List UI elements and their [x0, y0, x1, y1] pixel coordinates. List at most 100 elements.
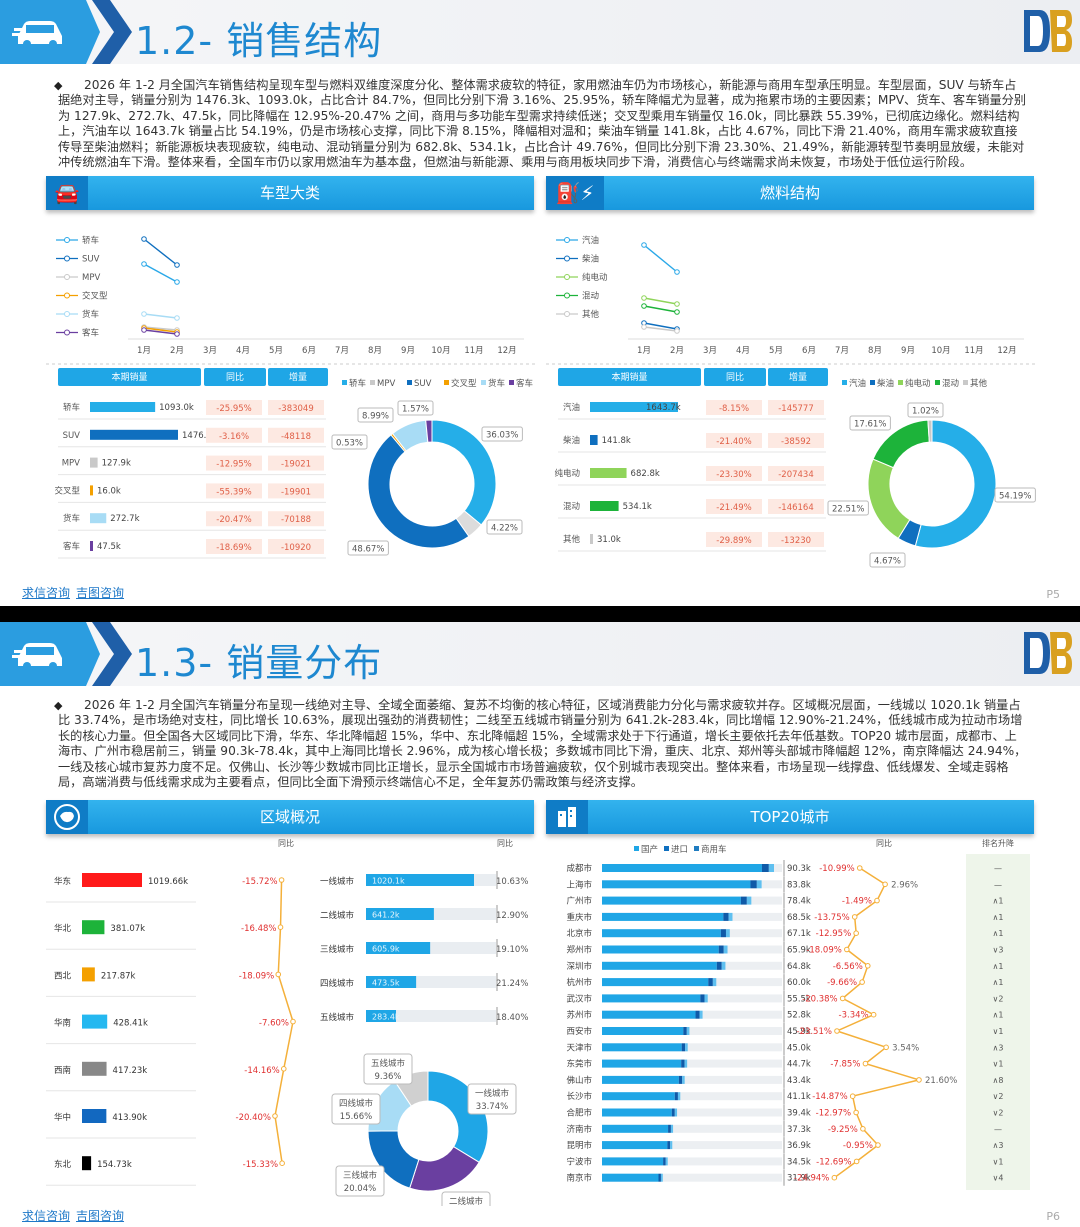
city-yoy-label: -0.95%: [843, 1141, 873, 1151]
yoy-value: -3.16%: [219, 432, 249, 442]
yoy-value: -12.95%: [216, 460, 251, 470]
donut-legend-swatch: [444, 380, 449, 385]
yoy-cell: [206, 455, 262, 471]
increment-value: -19901: [281, 487, 311, 497]
row-label: 客车: [63, 541, 80, 552]
line-legend-label: 其他: [582, 309, 600, 320]
table-header-bg: [204, 368, 266, 386]
yoy-value: -20.47%: [216, 515, 251, 525]
row-label: 柴油: [563, 435, 580, 446]
city-rank-change: ∧1: [993, 962, 1004, 971]
city-bar-commercial: [665, 1157, 668, 1166]
month-tick-label: 9月: [401, 346, 415, 356]
trend-point: [174, 279, 180, 285]
volume-value: 31.0k: [597, 535, 621, 545]
share-pct-label-box: [869, 552, 906, 568]
increment-cell: [268, 427, 324, 443]
city-bar-commercial: [746, 896, 752, 905]
tier-bar: [366, 1010, 397, 1022]
city-yoy-label: 3.54%: [892, 1043, 919, 1053]
city-bar-commercial: [686, 1027, 690, 1035]
share-pct-label-box: [827, 500, 869, 516]
footer-link-1[interactable]: 求信咨询: [22, 1209, 71, 1223]
panel-header-region: 区域概况: [46, 800, 534, 834]
volume-bar: [90, 402, 156, 412]
footer-link-2[interactable]: 吉图咨询: [76, 586, 125, 600]
yoy-value: -21.49%: [716, 503, 751, 513]
city-yoy-point: [875, 1142, 881, 1148]
month-tick-label: 3月: [703, 346, 717, 356]
yoy-header: 同比: [876, 838, 892, 848]
yoy-header: 同比: [497, 838, 513, 848]
brand-logo-icon: [1024, 10, 1072, 52]
city-legend-swatch: [634, 846, 639, 851]
city-bar-import: [718, 945, 724, 954]
city-value: 83.8k: [787, 880, 811, 890]
line-legend-label: 客车: [82, 328, 99, 339]
city-rank-change: ∨2: [993, 1092, 1004, 1101]
increment-value: -10920: [281, 543, 311, 553]
increment-cell: [268, 539, 324, 554]
city-bar-import: [671, 1108, 675, 1117]
increment-cell: [268, 483, 324, 499]
city-bar-import: [700, 994, 705, 1003]
month-tick-label: 8月: [868, 346, 882, 356]
city-bar-import: [663, 1157, 666, 1166]
tier-yoy-value: 19.10%: [496, 945, 528, 955]
trend-line: [643, 322, 678, 330]
increment-value: -383049: [278, 404, 314, 414]
city-bar-commercial: [723, 945, 728, 954]
tier-label: 三线城市: [320, 944, 355, 955]
donut-legend-swatch: [342, 380, 347, 385]
city-rank-change: —: [994, 1125, 1002, 1134]
yoy-cell: [706, 466, 762, 481]
city-label: 宁波市: [566, 1156, 592, 1167]
city-bar-commercial: [721, 961, 726, 970]
increment-cell: [768, 466, 824, 481]
region-yoy-label: -18.09%: [239, 971, 274, 981]
footer-links: 求信咨询 吉图咨询: [22, 584, 130, 601]
trend-point: [674, 309, 680, 315]
city-legend-label: 商用车: [701, 844, 727, 855]
trend-line: [143, 313, 178, 319]
footer-link-1[interactable]: 求信咨询: [22, 586, 71, 600]
yoy-value: -18.69%: [216, 543, 251, 553]
panel-title-city: TOP20城市: [750, 808, 830, 826]
donut-legend-swatch: [842, 380, 847, 385]
region-value: 1019.66k: [148, 877, 188, 887]
yoy-cell: [206, 511, 262, 527]
region-yoy-label: -15.33%: [243, 1160, 278, 1170]
city-rank-change: ∧3: [993, 1141, 1004, 1150]
trend-point: [174, 315, 180, 321]
month-tick-label: 12月: [997, 346, 1016, 356]
city-bar-import: [750, 880, 757, 889]
city-bar-commercial: [670, 1124, 674, 1133]
city-yoy-label: -7.85%: [830, 1060, 860, 1070]
city-label: 北京市: [566, 928, 592, 939]
region-yoy-label: -14.16%: [244, 1066, 279, 1076]
city-value: 78.4k: [787, 897, 811, 907]
city-bar-domestic: [602, 1157, 664, 1166]
month-tick-label: 9月: [901, 346, 915, 356]
volume-value: 16.0k: [97, 486, 121, 496]
fuel-pump-icon: ⛽⚡: [546, 176, 604, 210]
city-label: 杭州市: [566, 977, 592, 988]
volume-bar: [590, 468, 627, 478]
share-pct-label: 0.53%: [336, 439, 363, 449]
city-bar-import: [658, 1173, 661, 1182]
footer-link-2[interactable]: 吉图咨询: [76, 1209, 125, 1223]
line-legend-label: 货车: [82, 309, 99, 320]
city-rank-change: ∨1: [993, 1157, 1004, 1166]
city-value: 67.1k: [787, 929, 811, 939]
tier-callout-pct: 15.66%: [340, 1112, 372, 1122]
increment-value: -19021: [281, 460, 311, 470]
line-legend-label: 纯电动: [582, 272, 608, 283]
month-tick-label: 4月: [736, 346, 750, 356]
region-label: 华东: [54, 876, 71, 887]
donut-legend-label: 客车: [516, 378, 533, 389]
slide-sales-structure: 1.2- 销售结构 ◆ 2026 年 1-2 月全国汽车销售结构呈现车型与燃料双…: [0, 0, 1080, 606]
city-bar-track: [602, 1027, 782, 1035]
volume-bar: [90, 513, 107, 524]
region-bar: [82, 920, 105, 935]
city-bar-commercial: [728, 912, 733, 921]
